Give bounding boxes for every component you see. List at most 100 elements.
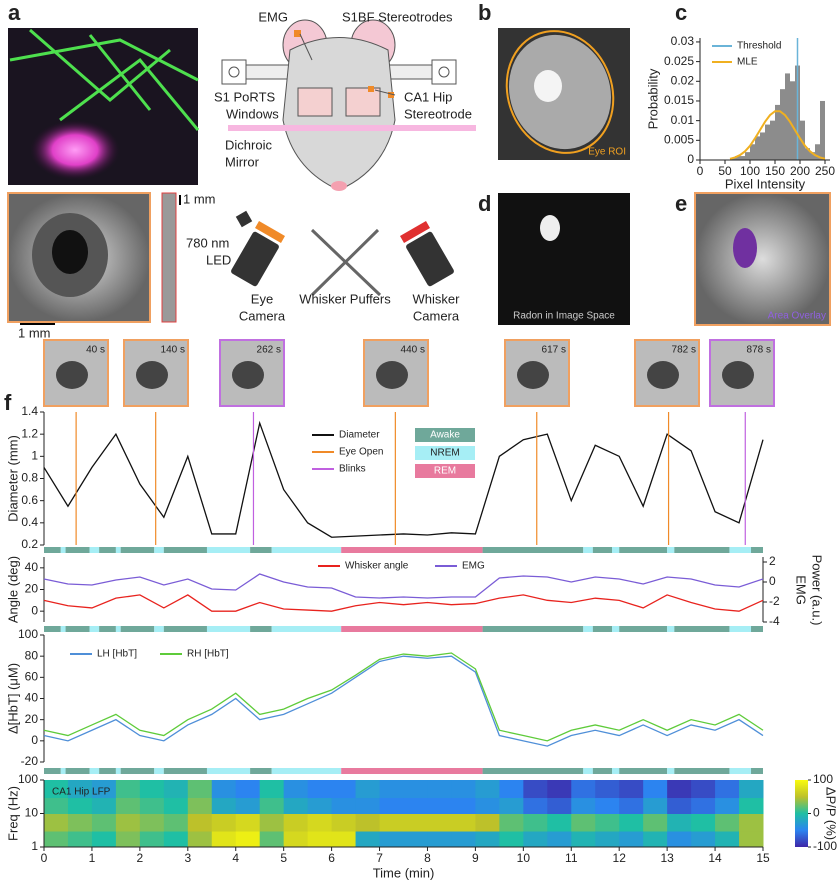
y-tick-label: 10 <box>25 806 39 820</box>
thumbnail-eye <box>722 361 754 389</box>
x-tick-label: 14 <box>708 851 722 865</box>
state-segment <box>154 768 164 774</box>
x-tick-label: 250 <box>815 164 835 178</box>
heat-cell <box>619 813 644 832</box>
heat-cell <box>163 813 189 832</box>
heat-cell <box>643 780 668 799</box>
label: Camera <box>239 308 286 323</box>
state-segment <box>115 547 121 553</box>
y-axis-label: Probability <box>645 68 660 129</box>
hist-bar <box>815 144 820 160</box>
heat-cell <box>259 780 285 799</box>
heat-cell <box>139 797 165 814</box>
heat-cell <box>67 797 93 814</box>
heat-cell <box>643 813 668 832</box>
panel-label: f <box>4 390 12 415</box>
state-segment <box>163 547 207 553</box>
state-segment <box>206 547 251 553</box>
mouse-schematic <box>221 19 476 191</box>
hist-bar <box>735 156 740 160</box>
heat-cell <box>451 831 476 848</box>
heat-cell <box>739 797 764 814</box>
state-segment <box>674 547 730 553</box>
panel-label: a <box>8 0 21 25</box>
label: LED <box>206 252 231 267</box>
thumbnail <box>219 339 285 407</box>
hist-bar <box>755 136 760 160</box>
heat-cell <box>259 797 285 814</box>
colorbar <box>795 780 808 847</box>
heat-cell <box>379 780 404 799</box>
heat-cell <box>91 780 117 799</box>
heat-cell <box>523 797 548 814</box>
heat-cell <box>307 797 333 814</box>
heat-cell <box>331 797 357 814</box>
state-segment <box>206 768 251 774</box>
label: Mirror <box>225 154 260 169</box>
area-overlay-image <box>694 192 831 326</box>
heat-cell <box>427 780 452 799</box>
heat-cell <box>67 813 93 832</box>
x-tick-label: 5 <box>280 851 287 865</box>
y-tick-label: 2 <box>769 554 776 568</box>
state-segment <box>667 768 675 774</box>
hist-bar <box>785 73 790 160</box>
heat-cell <box>115 813 141 832</box>
hist-bar <box>740 156 745 160</box>
label: Whisker Puffers <box>299 291 391 306</box>
heat-cell <box>331 813 357 832</box>
y-axis-label: Δ[HbT] (μM) <box>5 663 20 734</box>
state-segment <box>206 626 251 632</box>
state-segment <box>729 768 752 774</box>
heat-cell <box>715 797 740 814</box>
heat-cell <box>163 780 189 799</box>
panel-label: c <box>675 0 687 25</box>
thumbnail-eye <box>647 361 679 389</box>
series-line <box>43 420 764 538</box>
label: Windows <box>226 106 279 121</box>
heat-cell <box>163 831 189 848</box>
heat-cell <box>355 780 381 799</box>
state-segment <box>667 626 675 632</box>
heat-cell <box>619 780 644 799</box>
state-segment <box>592 547 613 553</box>
y-tick-label: 0.02 <box>671 73 695 87</box>
eye-photo <box>7 192 181 325</box>
heat-cell <box>547 780 572 799</box>
heat-cell <box>667 797 692 814</box>
heat-cell <box>667 780 692 799</box>
y-tick-label: 0.4 <box>21 515 38 529</box>
hist-bar <box>760 132 765 160</box>
x-tick-label: 150 <box>765 164 785 178</box>
heat-cell <box>715 813 740 832</box>
heat-cell <box>283 813 309 832</box>
hist-bar <box>805 148 810 160</box>
state-legend-swatch <box>415 464 475 478</box>
heat-cell <box>187 797 213 814</box>
x-tick-label: 3 <box>184 851 191 865</box>
y-tick-label: 0.01 <box>671 113 695 127</box>
y-axis-label: Diameter (mm) <box>5 435 20 522</box>
radon-image <box>498 193 630 325</box>
state-segment <box>250 547 272 553</box>
heat-cell <box>331 780 357 799</box>
y-tick-label: 20 <box>25 582 39 596</box>
hist-bar <box>780 89 785 160</box>
state-segment <box>115 768 121 774</box>
y-tick-label: -4 <box>769 614 780 628</box>
series-line <box>43 655 764 747</box>
heat-cell <box>595 797 620 814</box>
heat-cell <box>475 780 500 799</box>
state-segment <box>729 626 752 632</box>
state-segment <box>44 768 61 774</box>
y-tick-label: 0.025 <box>664 54 694 68</box>
heat-cell <box>691 780 716 799</box>
heat-cell <box>187 780 213 799</box>
heat-cell <box>331 831 357 848</box>
heat-cell <box>115 831 141 848</box>
state-segment <box>44 626 61 632</box>
state-segment <box>89 547 100 553</box>
heat-cell <box>379 813 404 832</box>
hist-bar <box>790 81 795 160</box>
heat-cell <box>91 797 117 814</box>
